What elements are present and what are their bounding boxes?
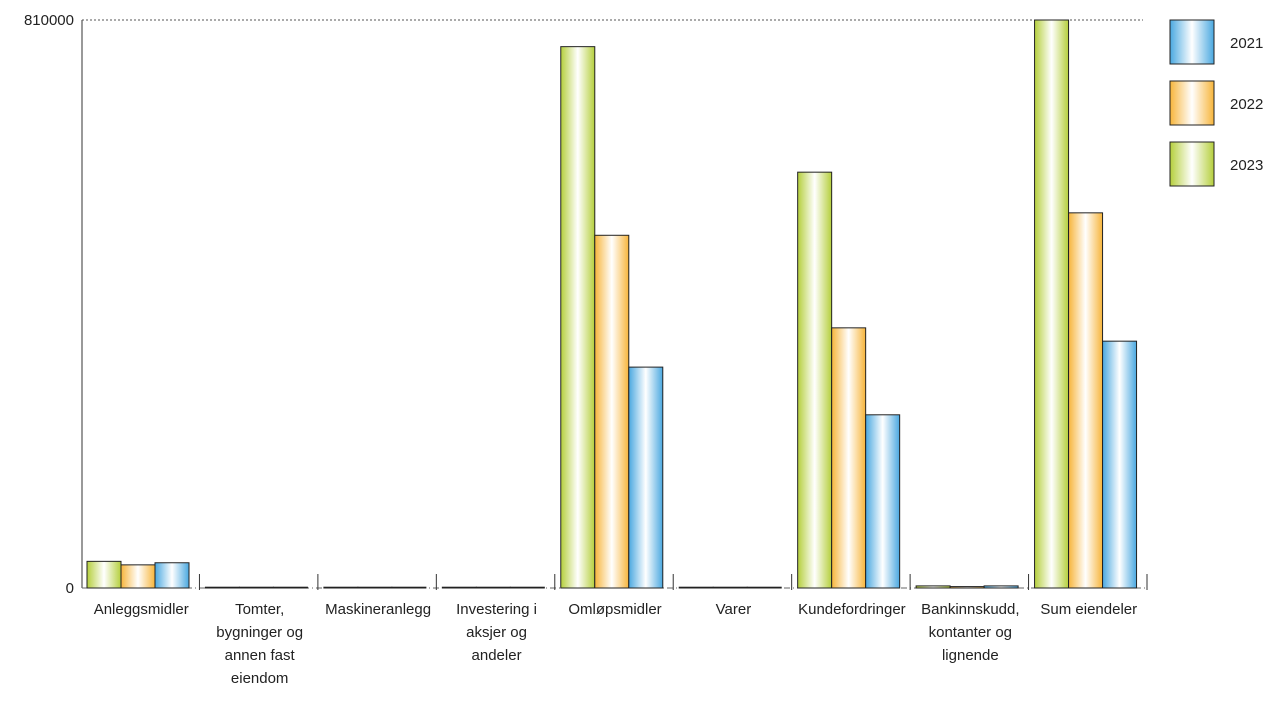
bar-2021-7 xyxy=(983,585,1019,589)
bar-2023-6 xyxy=(797,171,833,589)
bar-2023-8 xyxy=(1034,19,1070,589)
y-tick-label: 810000 xyxy=(24,12,74,29)
bar-2021-6 xyxy=(865,414,901,589)
bar-2023-0 xyxy=(86,560,122,589)
bar-2022-8 xyxy=(1068,212,1104,589)
plot-area: 0 810000 Anleggsmidler Tomter, bygninger og a… xyxy=(24,12,1148,687)
bar-2023-5 xyxy=(678,586,714,589)
legend-swatch-2021 xyxy=(1169,19,1215,65)
bar-2022-7 xyxy=(949,586,985,589)
bar-2021-1 xyxy=(272,586,308,589)
bar-2022-1 xyxy=(238,586,274,589)
bar-2022-2 xyxy=(357,586,393,589)
bar-2022-3 xyxy=(475,586,511,589)
bar-2022-0 xyxy=(120,564,156,589)
bar-2022-4 xyxy=(594,234,630,589)
bar-2021-5 xyxy=(746,586,782,589)
bar-2021-8 xyxy=(1102,340,1138,589)
legend-label-2021: 2021 xyxy=(1230,35,1263,52)
x-tick-label: Varer xyxy=(716,601,752,618)
x-tick-label: Kundefordringer xyxy=(798,601,906,618)
y-tick-label: 0 xyxy=(66,580,74,597)
bar-2023-1 xyxy=(204,586,240,589)
bar-2023-7 xyxy=(915,585,951,589)
bar-2021-0 xyxy=(154,562,190,589)
x-tick-label: Maskineranlegg xyxy=(325,601,431,618)
x-tick-label: Anleggsmidler xyxy=(94,601,189,618)
legend-swatch-2022 xyxy=(1169,80,1215,126)
x-tick-label: Tomter, bygninger og annen fast eiendom xyxy=(216,601,303,687)
bar-2021-3 xyxy=(509,586,545,589)
x-tick-label: Investering i aksjer og andeler xyxy=(456,601,537,664)
bar-2023-4 xyxy=(560,46,596,589)
bar-2023-2 xyxy=(323,586,359,589)
legend-label-2022: 2022 xyxy=(1230,96,1263,113)
bar-2022-6 xyxy=(831,327,867,589)
bar-2023-3 xyxy=(441,586,477,589)
bar-2021-2 xyxy=(391,586,427,589)
bar-2022-5 xyxy=(712,586,748,589)
legend-swatch-2023 xyxy=(1169,141,1215,187)
x-tick-label: Sum eiendeler xyxy=(1040,601,1137,618)
legend-label-2023: 2023 xyxy=(1230,157,1263,174)
x-tick-label: Bankinnskudd, kontanter og lignende xyxy=(921,601,1019,664)
legend: 2021 2022 2023 xyxy=(1169,19,1263,187)
x-tick-label: Omløpsmidler xyxy=(568,601,661,618)
bar-2021-4 xyxy=(628,366,664,589)
